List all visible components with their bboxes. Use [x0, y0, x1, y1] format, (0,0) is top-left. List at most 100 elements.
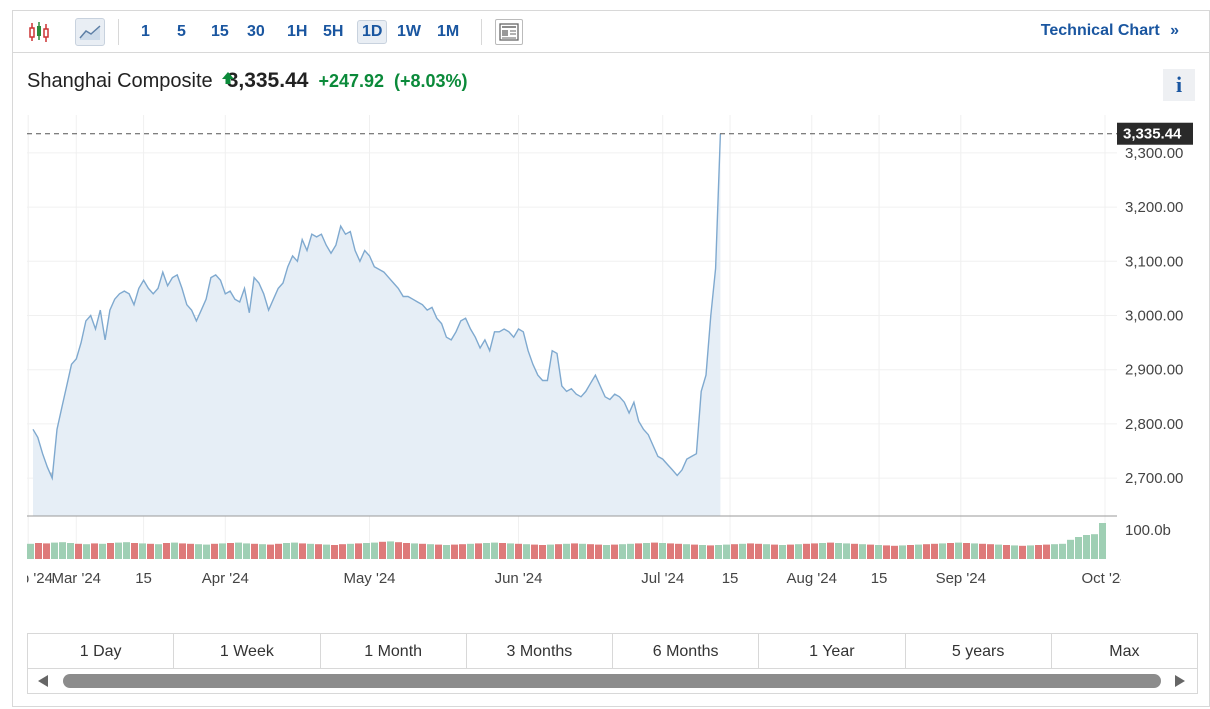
volume-bar	[651, 542, 658, 559]
volume-bar	[59, 542, 66, 559]
range-button[interactable]: Max	[1109, 643, 1140, 660]
volume-bar	[819, 543, 826, 559]
volume-bar	[659, 543, 666, 559]
y-tick-label: 2,800.00	[1125, 416, 1183, 433]
volume-bar	[307, 543, 314, 559]
volume-bar	[243, 543, 250, 559]
area-chart-icon[interactable]	[75, 18, 105, 46]
volume-bar	[259, 544, 266, 559]
volume-bar	[427, 544, 434, 559]
scroll-left-arrow-icon[interactable]	[38, 675, 48, 687]
volume-bar	[675, 543, 682, 559]
timeframe-button[interactable]: 1	[141, 23, 150, 40]
volume-bar	[859, 544, 866, 559]
volume-bar	[411, 543, 418, 559]
volume-bar	[523, 544, 530, 559]
timeframe-button[interactable]: 1D	[357, 20, 388, 44]
volume-bar	[923, 544, 930, 559]
range-button[interactable]: 1 Year	[759, 634, 906, 668]
volume-bar	[171, 542, 178, 559]
volume-bar	[483, 543, 490, 559]
volume-bar	[219, 543, 226, 559]
volume-bar	[579, 543, 586, 559]
volume-bar	[403, 543, 410, 559]
timeframe-button[interactable]: 1H	[287, 23, 308, 40]
volume-bar	[715, 545, 722, 559]
range-button[interactable]: 1 Month	[321, 634, 467, 668]
volume-bar	[1027, 545, 1034, 559]
y-tick-label: 3,000.00	[1125, 308, 1183, 325]
x-tick-label: Feb '24	[13, 570, 53, 587]
timeframe-button[interactable]: 1M	[437, 23, 460, 40]
timeframe-button[interactable]: 1W	[397, 23, 421, 40]
info-button[interactable]: i	[1163, 69, 1195, 101]
timeframe-button[interactable]: 15	[211, 23, 229, 40]
technical-chart-link[interactable]: Technical Chart »	[1041, 22, 1179, 40]
range-button[interactable]: 1 Day	[28, 634, 175, 668]
volume-bar	[371, 542, 378, 559]
news-icon[interactable]	[495, 19, 523, 45]
candlestick-icon[interactable]	[25, 18, 53, 46]
volume-bar	[1011, 545, 1018, 559]
volume-bar	[323, 544, 330, 559]
volume-bar	[339, 544, 346, 559]
price-change-percent: (+8.03%)	[394, 71, 468, 91]
volume-bar	[867, 544, 874, 559]
volume-bar	[747, 543, 754, 559]
volume-bar	[619, 544, 626, 559]
x-tick-label: Apr '24	[202, 570, 249, 587]
volume-bar	[1075, 537, 1082, 559]
volume-bar	[43, 543, 50, 559]
volume-bar	[955, 542, 962, 559]
y-tick-label: 2,900.00	[1125, 362, 1183, 379]
chart-toolbar: 1 5 15 30 1H 5H 1D 1W 1M Technical Chart »	[13, 11, 1209, 53]
scroll-right-arrow-icon[interactable]	[1175, 675, 1185, 687]
x-tick-label: 15	[722, 570, 739, 587]
timeframe-button[interactable]: 30	[247, 23, 265, 40]
volume-bar	[587, 544, 594, 559]
volume-bar	[779, 545, 786, 559]
volume-bar	[363, 543, 370, 559]
range-button[interactable]: 3 Months	[467, 634, 613, 668]
range-button[interactable]: 6 Months	[613, 634, 760, 668]
volume-bar	[1051, 544, 1058, 559]
range-button[interactable]: 5 years	[906, 634, 1052, 668]
x-tick-label: Aug '24	[787, 570, 837, 587]
volume-bar	[299, 543, 306, 559]
range-button[interactable]: 1 Week	[174, 634, 321, 668]
timeframe-button[interactable]: 5H	[323, 23, 344, 40]
volume-bar	[115, 542, 122, 559]
volume-bar	[603, 545, 610, 559]
volume-bar	[691, 544, 698, 559]
timeframe-button[interactable]: 5	[177, 23, 186, 40]
x-tick-label: Oct '24	[1081, 570, 1128, 587]
volume-bar	[531, 544, 538, 559]
volume-bar	[315, 544, 322, 559]
volume-bar	[1067, 539, 1074, 559]
volume-bar	[763, 544, 770, 559]
chart-scrollbar[interactable]	[27, 669, 1198, 694]
volume-bar	[515, 543, 522, 559]
volume-bar	[475, 543, 482, 559]
volume-bar	[147, 543, 154, 559]
volume-bar	[843, 543, 850, 559]
volume-bar	[667, 543, 674, 559]
volume-bar	[419, 543, 426, 559]
volume-bar	[451, 544, 458, 559]
y-tick-label: 3,200.00	[1125, 199, 1183, 216]
x-tick-label: 15	[871, 570, 888, 587]
x-tick-label: Jul '24	[641, 570, 684, 587]
range-selector: 1 Day 1 Week 1 Month 3 Months 6 Months 1 Year…	[27, 633, 1198, 669]
volume-bar	[755, 543, 762, 559]
volume-bar	[787, 544, 794, 559]
volume-bar	[947, 543, 954, 559]
volume-bar	[811, 543, 818, 559]
scrollbar-thumb[interactable]	[63, 674, 1161, 688]
volume-bar	[875, 545, 882, 559]
volume-bar	[459, 544, 466, 559]
technical-chart-label: Technical Chart	[1040, 22, 1160, 39]
volume-bar	[395, 542, 402, 559]
volume-bar	[987, 544, 994, 559]
volume-bar	[499, 543, 506, 559]
volume-bar	[931, 543, 938, 559]
